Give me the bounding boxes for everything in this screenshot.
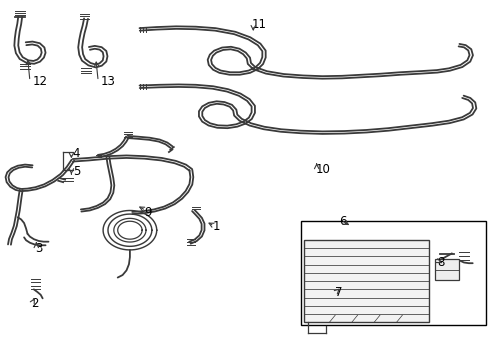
Text: 12: 12 — [32, 75, 47, 88]
Text: 1: 1 — [212, 220, 220, 233]
Text: 11: 11 — [251, 18, 266, 31]
Text: 8: 8 — [436, 256, 444, 269]
Text: 2: 2 — [31, 297, 39, 310]
Text: 5: 5 — [73, 165, 80, 177]
Bar — [304, 240, 428, 322]
Bar — [300, 221, 485, 325]
Text: 13: 13 — [101, 75, 115, 88]
Text: 4: 4 — [73, 147, 80, 159]
Bar — [434, 259, 458, 280]
Text: 3: 3 — [35, 242, 42, 255]
Text: 7: 7 — [334, 287, 342, 300]
Text: 9: 9 — [144, 206, 152, 219]
Text: 6: 6 — [339, 215, 346, 228]
Text: 10: 10 — [315, 163, 329, 176]
